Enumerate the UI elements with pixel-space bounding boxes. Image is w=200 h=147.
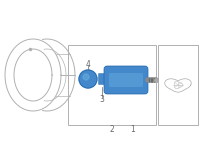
Bar [68,45,156,125]
FancyBboxPatch shape [98,74,104,85]
Text: 3: 3 [100,95,104,103]
FancyBboxPatch shape [109,73,143,87]
Circle shape [83,74,89,80]
Text: 4: 4 [86,60,90,69]
Text: 1: 1 [131,126,135,135]
Bar [158,45,198,125]
Text: 2: 2 [110,126,114,135]
FancyBboxPatch shape [104,66,148,94]
Circle shape [79,70,97,88]
